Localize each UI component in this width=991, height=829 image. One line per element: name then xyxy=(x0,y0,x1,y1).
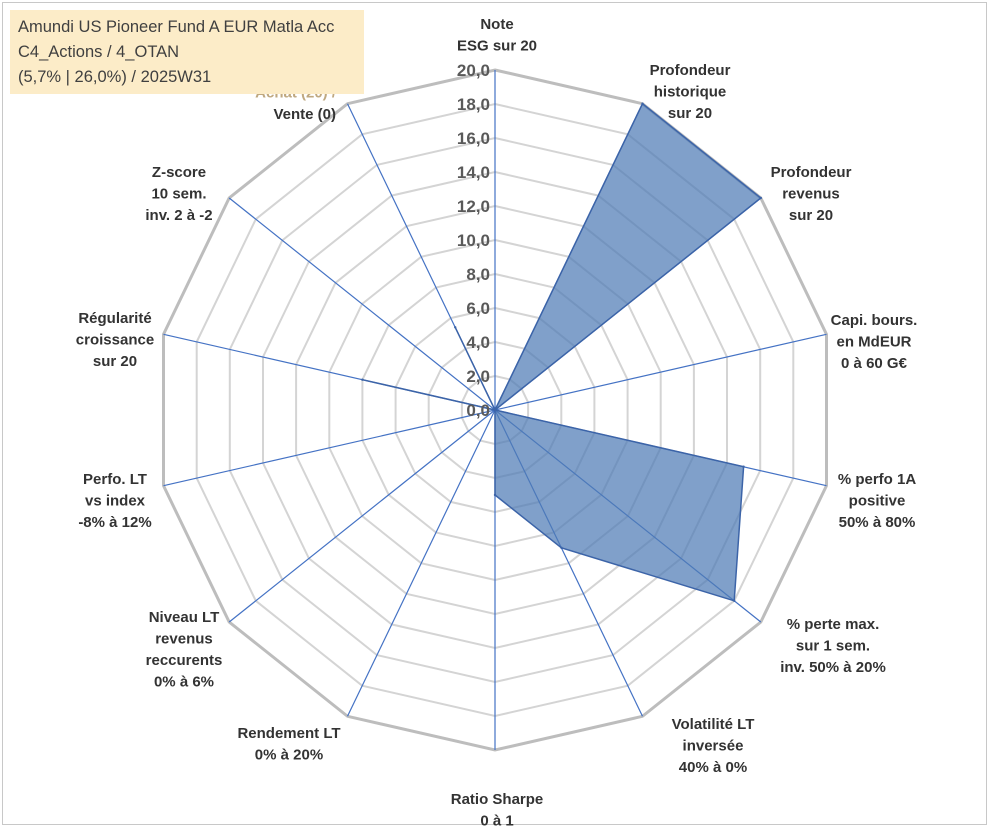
axis-label: historique xyxy=(654,84,727,101)
data-point xyxy=(742,465,745,468)
data-point xyxy=(493,493,497,497)
axis-label: positive xyxy=(849,493,906,510)
axis-label: Rendement LT xyxy=(237,725,340,742)
tick-label: 2,0 xyxy=(466,367,490,386)
axis-label: ESG sur 20 xyxy=(457,38,537,55)
axis-label: Profondeur xyxy=(771,164,852,181)
axis-label: -8% à 12% xyxy=(78,514,151,531)
tick-label: 14,0 xyxy=(457,163,490,182)
axis-label: Capi. bours. xyxy=(831,312,918,329)
axis-labels: Note ESG sur 20 Profondeur historique sur 20… xyxy=(76,16,918,829)
axis-label: % perte max. xyxy=(787,616,880,633)
tick-label: 4,0 xyxy=(466,333,490,352)
axis-label: 0 à 60 G€ xyxy=(841,355,908,372)
axis-label: 0% à 6% xyxy=(154,674,214,691)
axis-label: sur 20 xyxy=(789,207,833,224)
axis-label: 10 sem. xyxy=(151,186,206,203)
data-point xyxy=(454,326,457,329)
fund-stats: (5,7% | 26,0%) / 2025W31 xyxy=(18,68,212,86)
axis-label: vs index xyxy=(85,493,146,510)
data-point xyxy=(759,196,762,200)
axis-label: Niveau LT xyxy=(149,609,220,626)
data-point xyxy=(493,408,497,412)
tick-label: 16,0 xyxy=(457,129,490,148)
axis-spoke xyxy=(346,409,496,717)
fund-category: C4_Actions / 4_OTAN xyxy=(18,43,180,61)
title-box: Amundi US Pioneer Fund A EUR Matla Acc C… xyxy=(10,10,364,94)
axis-label: Perfo. LT xyxy=(83,471,147,488)
tick-label: 12,0 xyxy=(457,197,490,216)
data-point xyxy=(361,378,364,381)
axis-label: sur 20 xyxy=(93,353,137,370)
axis-label: inv. 2 à -2 xyxy=(145,207,212,224)
axis-label: sur 1 sem. xyxy=(796,638,870,655)
axis-label: Vente (0) xyxy=(273,106,336,123)
tick-label: 20,0 xyxy=(457,61,490,80)
axis-spoke xyxy=(228,409,496,623)
axis-label: Profondeur xyxy=(650,62,731,79)
axis-label: sur 20 xyxy=(668,105,712,122)
axis-spoke xyxy=(494,333,827,411)
axis-label: 0 à 1 xyxy=(480,813,513,829)
tick-label: 8,0 xyxy=(466,265,490,284)
axis-label: revenus xyxy=(782,186,840,203)
fund-name: Amundi US Pioneer Fund A EUR Matla Acc xyxy=(18,18,335,36)
axis-label: % perfo 1A xyxy=(838,471,917,488)
axis-label: inversée xyxy=(683,738,744,755)
axis-label: 0% à 20% xyxy=(255,747,323,764)
tick-label: 10,0 xyxy=(457,231,490,250)
axis-label: Ratio Sharpe xyxy=(451,791,544,808)
axis-label: inv. 50% à 20% xyxy=(780,659,886,676)
tick-label: 0,0 xyxy=(466,401,490,420)
tick-label: 18,0 xyxy=(457,95,490,114)
axis-spoke xyxy=(228,197,496,411)
tick-label: 6,0 xyxy=(466,299,490,318)
axis-label: Note xyxy=(480,16,513,33)
axis-spoke xyxy=(163,409,496,487)
axis-label: en MdEUR xyxy=(837,334,912,351)
radial-tick-labels: 0,0 2,0 4,0 6,0 8,0 10,0 12,0 14,0 16,0 18,0 20,0 xyxy=(457,61,490,420)
axis-label: Volatilité LT xyxy=(672,716,755,733)
data-point xyxy=(733,599,736,602)
radar-series xyxy=(361,102,763,602)
axis-label: reccurents xyxy=(146,652,223,669)
axis-label: 40% à 0% xyxy=(679,759,747,776)
axis-label: croissance xyxy=(76,332,154,349)
axis-label: Z-score xyxy=(152,164,206,181)
data-point xyxy=(641,102,644,105)
axis-label: 50% à 80% xyxy=(839,514,916,531)
axis-label: revenus xyxy=(155,631,213,648)
data-point xyxy=(560,546,563,549)
axis-label: Régularité xyxy=(78,310,151,327)
